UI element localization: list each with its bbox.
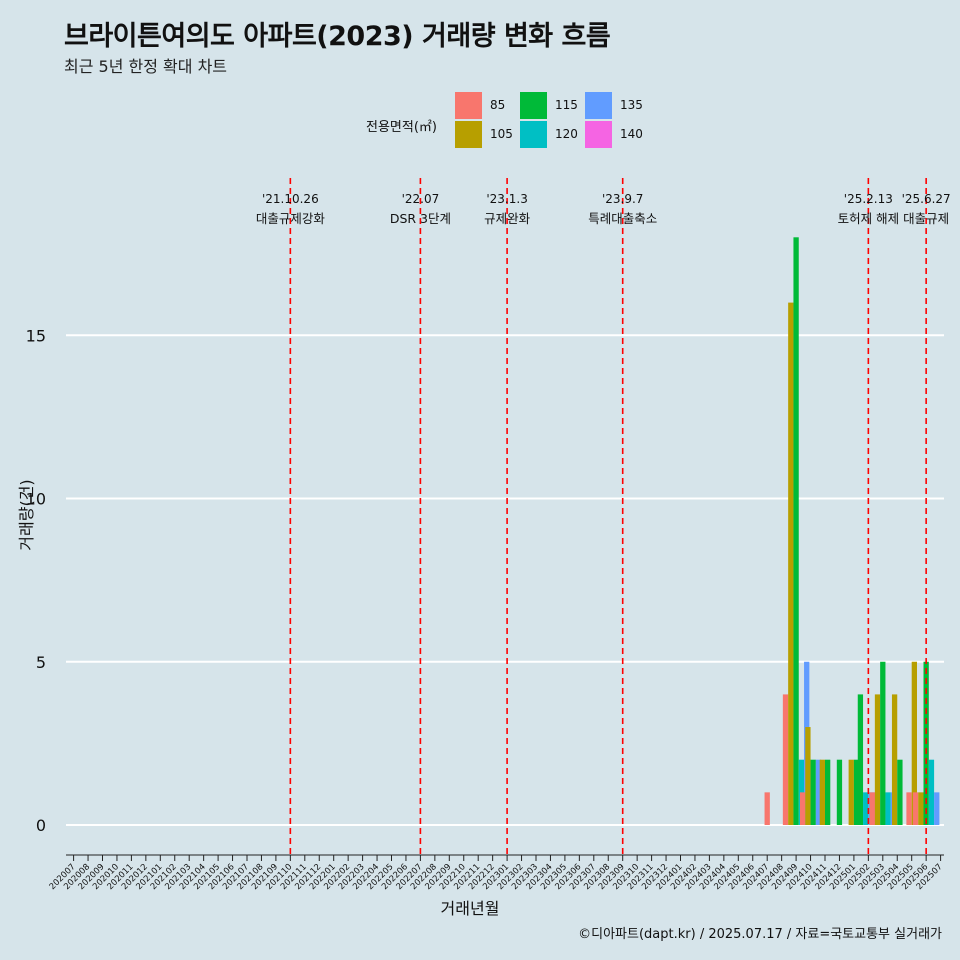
legend-swatch bbox=[520, 121, 547, 148]
bar-115-202410 bbox=[810, 759, 816, 825]
bar-105-202410 bbox=[805, 727, 811, 825]
bar-105-202411 bbox=[819, 759, 825, 825]
bar-105-202504 bbox=[891, 694, 898, 825]
event-label: 대출규제강화 bbox=[256, 211, 326, 226]
bar-105-202409 bbox=[788, 302, 794, 826]
event-label: 토허제 해제 bbox=[838, 211, 899, 226]
bar-105-202501 bbox=[848, 759, 854, 825]
bar-115-202503 bbox=[880, 661, 886, 825]
bar-135-202410 bbox=[815, 759, 822, 825]
y-tick-label: 15 bbox=[26, 326, 46, 345]
event-date: '22.07 bbox=[402, 192, 440, 206]
bar-115-202504 bbox=[897, 759, 903, 825]
legend-swatch bbox=[455, 92, 482, 119]
y-tick-label: 5 bbox=[36, 653, 46, 672]
bar-105-202505 bbox=[911, 661, 917, 825]
bar-115-202502 bbox=[857, 694, 864, 825]
caption: ©디아파트(dapt.kr) / 2025.07.17 / 자료=국토교통부 실… bbox=[578, 927, 942, 942]
chart-title: 브라이튼여의도 아파트(2023) 거래량 변화 흐름 bbox=[64, 21, 611, 52]
legend-label: 135 bbox=[620, 98, 643, 112]
y-axis-title: 거래량(건) bbox=[17, 479, 36, 550]
bar-105-202506 bbox=[918, 792, 924, 825]
bar-115-202412 bbox=[836, 759, 843, 825]
legend-swatch bbox=[585, 92, 612, 119]
chart-subtitle: 최근 5년 한정 확대 차트 bbox=[64, 57, 228, 76]
legend-swatch bbox=[455, 121, 482, 148]
event-label: 규제완화 bbox=[484, 211, 531, 226]
bar-120-202503 bbox=[885, 792, 891, 825]
bar-85-202409 bbox=[782, 694, 789, 825]
bar-115-202409 bbox=[793, 237, 799, 826]
y-tick-label: 10 bbox=[26, 490, 46, 509]
event-date: '23.9.7 bbox=[602, 192, 643, 206]
legend-label: 115 bbox=[555, 98, 578, 112]
bar-120-202502 bbox=[863, 792, 869, 825]
event-date: '25.2.13 bbox=[844, 192, 893, 206]
legend: 전용면적(㎡) 85 105 115 120 135 140 bbox=[366, 92, 666, 154]
event-date: '23.1.3 bbox=[486, 192, 527, 206]
event-date: '21.10.26 bbox=[262, 192, 319, 206]
y-tick-label: 0 bbox=[36, 816, 46, 835]
bar-85-202503 bbox=[869, 792, 875, 825]
legend-label: 85 bbox=[490, 98, 506, 112]
event-label: 대출규제 bbox=[903, 211, 949, 226]
bar-120-202506 bbox=[928, 759, 935, 825]
legend-label: 120 bbox=[555, 127, 578, 141]
bar-85-202410 bbox=[799, 792, 806, 825]
bar-115-202501 bbox=[853, 759, 860, 825]
legend-label: 140 bbox=[620, 127, 643, 141]
event-date: '25.6.27 bbox=[902, 192, 951, 206]
event-label: DSR 3단계 bbox=[390, 211, 451, 226]
bar-85-202505 bbox=[906, 792, 912, 825]
bar-135-202506 bbox=[934, 792, 940, 825]
bar-105-202503 bbox=[874, 694, 881, 825]
legend-title: 전용면적(㎡) bbox=[366, 120, 437, 135]
legend-swatch bbox=[585, 121, 612, 148]
bar-115-202411 bbox=[825, 759, 831, 825]
legend-swatch bbox=[520, 92, 547, 119]
bar-85-202407 bbox=[764, 792, 770, 825]
x-axis-title: 거래년월 bbox=[441, 899, 500, 918]
event-label: 특례대출축소 bbox=[588, 211, 657, 226]
legend-label: 105 bbox=[490, 127, 513, 141]
bar-85-202506 bbox=[912, 792, 919, 825]
